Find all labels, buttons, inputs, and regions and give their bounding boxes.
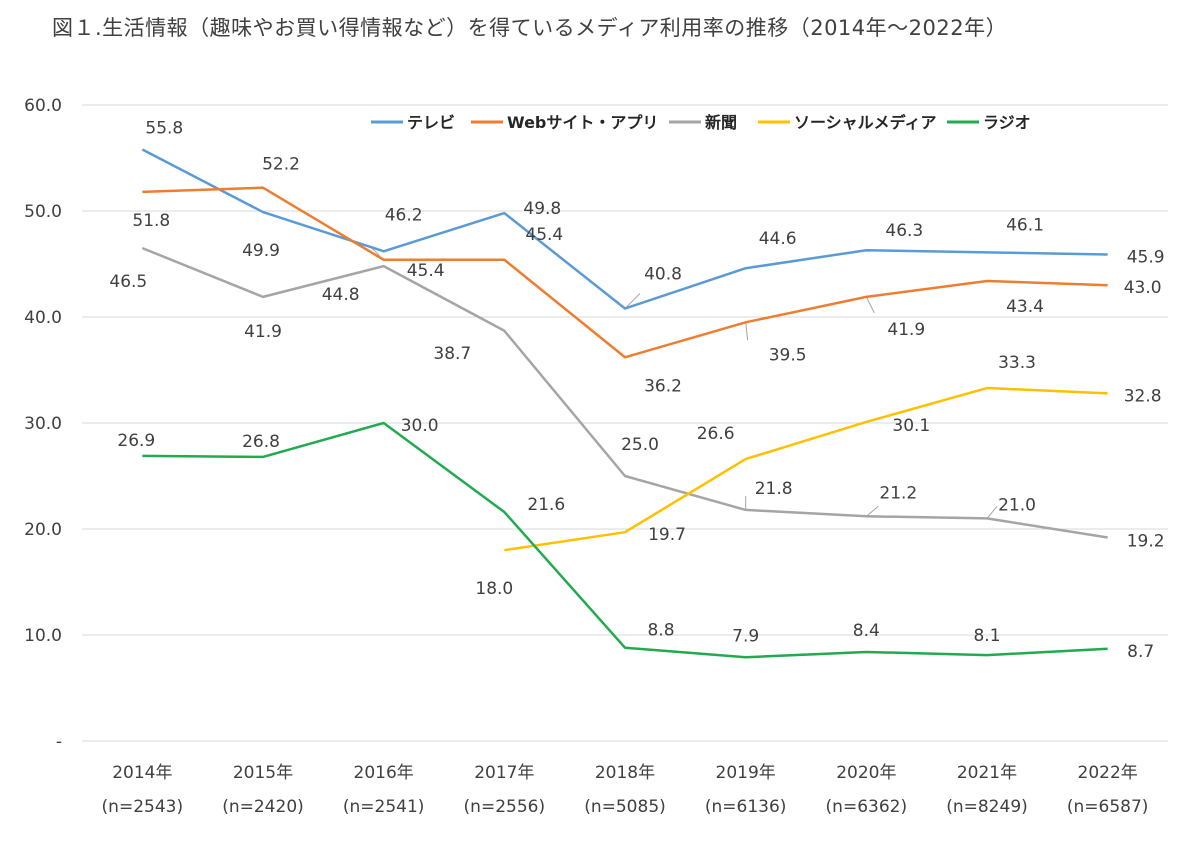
data-label: 30.0 [401,416,439,436]
x-category-sample-size: (n=6362) [826,797,908,817]
x-category-label: 2021年 [957,763,1017,783]
leader-line [866,505,879,517]
data-label: 52.2 [262,155,300,175]
x-category-label: 2014年 [112,763,172,783]
data-label: 26.8 [242,432,280,452]
data-label: 32.8 [1124,386,1162,406]
data-label: 18.0 [475,579,513,599]
data-label: 40.8 [644,265,682,285]
leader-line [865,296,875,314]
data-label: 30.1 [892,416,930,436]
data-label: 45.9 [1127,247,1165,267]
y-tick-label: 50.0 [24,202,62,222]
y-tick-label: 20.0 [24,520,62,540]
data-label: 21.0 [998,495,1036,515]
data-label: 19.7 [648,525,686,545]
legend-label: 新聞 [705,113,737,132]
x-category-sample-size: (n=2543) [102,797,184,817]
x-category-sample-size: (n=2541) [343,797,425,817]
x-category-label: 2019年 [716,763,776,783]
x-category-sample-size: (n=2556) [464,797,546,817]
series-line-5 [142,421,1108,659]
series-line-3 [141,246,1108,539]
data-label: 55.8 [145,119,183,139]
y-tick-label: - [56,732,62,752]
data-label: 45.4 [407,261,445,281]
data-label: 21.2 [879,483,917,503]
x-category-sample-size: (n=8249) [946,797,1028,817]
y-tick-label: 10.0 [24,626,62,646]
data-label: 33.3 [998,353,1036,373]
data-label: 46.2 [385,205,423,225]
leader-line [986,506,998,519]
gridlines [82,104,1168,742]
series-line-1 [141,148,1108,310]
x-category-label: 2022年 [1078,763,1138,783]
x-category-label: 2018年 [595,763,655,783]
data-label: 44.8 [322,285,360,305]
y-tick-label: 60.0 [24,96,62,116]
data-label: 51.8 [132,211,170,231]
leader-line [745,322,749,341]
x-category-sample-size: (n=6587) [1067,797,1149,817]
data-label: 49.8 [523,199,561,219]
data-label: 25.0 [621,435,659,455]
legend-label: ラジオ [983,113,1031,132]
chart-title: 図１.生活情報（趣味やお買い得情報など）を得ているメディア利用率の推移（2014… [52,16,1008,40]
data-label: 7.9 [732,626,759,646]
legend-label: ソーシャルメディア [794,113,937,132]
x-category-label: 2016年 [354,763,414,783]
x-category-sample-size: (n=5085) [584,797,666,817]
leader-line [624,293,641,309]
data-label: 41.9 [244,322,282,342]
data-label: 21.8 [755,479,793,499]
data-label: 26.9 [117,431,155,451]
data-label: 39.5 [769,345,807,365]
x-category-sample-size: (n=6136) [705,797,787,817]
label-leader-lines [369,245,998,519]
data-label: 8.4 [853,621,880,641]
x-category-label: 2020年 [836,763,896,783]
data-label: 8.7 [1127,642,1154,662]
legend-label: Webサイト・アプリ [507,113,658,132]
data-label: 36.2 [644,376,682,396]
data-label: 21.6 [527,495,565,515]
series-lines [141,148,1108,659]
x-category-sample-size: (n=2420) [222,797,304,817]
data-label: 26.6 [697,424,735,444]
data-labels: 55.8 49.9 46.2 49.8 40.8 44.6 46.3 46.1 45.9 51.8… [109,119,1164,662]
data-label: 43.4 [1006,297,1044,317]
data-label: 45.4 [525,225,563,245]
x-category-label: 2015年 [233,763,293,783]
y-tick-label: 40.0 [24,308,62,328]
x-axis-categories: 2014年 (n=2543) 2015年 (n=2420) 2016年 (n=2541) 2… [102,763,1149,817]
data-label: 38.7 [433,344,471,364]
legend-label: テレビ [407,113,455,132]
data-label: 46.3 [885,221,923,241]
data-label: 19.2 [1127,531,1165,551]
data-label: 46.5 [109,272,147,292]
y-axis-ticks: - 10.0 20.0 30.0 40.0 50.0 60.0 [24,96,62,752]
data-label: 49.9 [242,241,280,261]
data-label: 8.8 [647,621,674,641]
data-label: 8.1 [973,626,1000,646]
x-category-label: 2017年 [474,763,534,783]
data-label: 44.6 [759,229,797,249]
data-label: 41.9 [887,320,925,340]
y-tick-label: 30.0 [24,414,62,434]
series-line-2 [142,186,1108,359]
legend: テレビ Webサイト・アプリ 新聞 ソーシャルメディア ラジオ [371,113,1031,132]
series-line-4 [504,386,1108,552]
data-label: 43.0 [1124,278,1162,298]
data-label: 46.1 [1006,215,1044,235]
